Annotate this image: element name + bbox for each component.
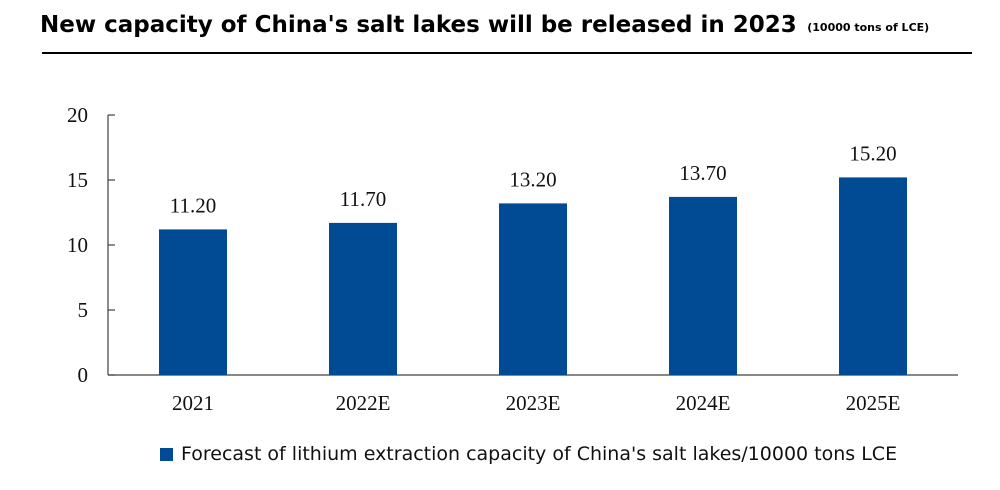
- chart-title: New capacity of China's salt lakes will …: [40, 12, 797, 38]
- title-divider: [42, 52, 972, 54]
- x-tick-label: 2023E: [506, 391, 561, 415]
- bar: [669, 196, 737, 375]
- data-label: 11.20: [170, 193, 216, 217]
- legend-swatch: [160, 447, 173, 461]
- y-tick-label: 10: [67, 233, 88, 257]
- chart-title-block: New capacity of China's salt lakes will …: [40, 12, 929, 38]
- data-label: 15.20: [849, 141, 896, 165]
- x-tick-label: 2021: [172, 391, 214, 415]
- bar: [329, 222, 397, 375]
- data-label: 13.20: [509, 167, 556, 191]
- bar: [839, 177, 907, 375]
- chart-subtitle: (10000 tons of LCE): [807, 21, 930, 34]
- bar: [159, 229, 227, 375]
- x-tick-label: 2022E: [336, 391, 391, 415]
- x-tick-label: 2024E: [676, 391, 731, 415]
- y-tick-label: 20: [67, 103, 88, 127]
- bar: [499, 203, 567, 375]
- data-label: 13.70: [679, 161, 726, 185]
- chart-labels: 0 5 10 15 20 11.20 2021 11.70 2022E 13.20 2023E 13.…: [67, 103, 900, 415]
- data-label: 11.70: [340, 187, 386, 211]
- x-tick-label: 2025E: [846, 391, 901, 415]
- y-tick-label: 15: [67, 168, 88, 192]
- y-tick-label: 5: [78, 298, 89, 322]
- y-tick-label: 0: [78, 363, 89, 387]
- chart-bars: [159, 177, 907, 375]
- legend: Forecast of lithium extraction capacity …: [160, 443, 897, 465]
- legend-label: Forecast of lithium extraction capacity …: [181, 443, 898, 465]
